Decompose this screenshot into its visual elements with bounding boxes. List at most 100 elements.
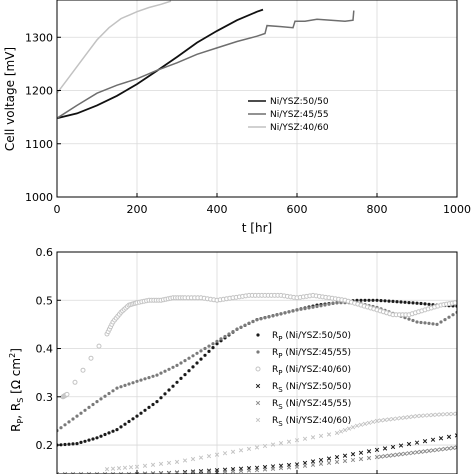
marker-5-4-1 [262,443,268,449]
legend-swatch-5 [255,417,261,423]
marker-0-1-4 [91,437,95,441]
marker-4-12 [454,445,457,450]
resistance-y-label-close: ] [9,348,23,353]
marker-4-4-1 [222,469,228,474]
marker-4-0-0 [57,471,60,474]
legend-swatch-4 [255,400,261,406]
marker-4-6-0 [294,464,300,469]
legend-label-rest-4: (Ni/YSZ:45/55) [283,399,352,409]
marker-0-4-0 [135,414,139,418]
marker-1-2-3 [107,391,111,396]
marker-3-7-1 [422,439,428,444]
marker-1-19-3 [447,315,451,319]
resistance-grid [57,252,457,474]
marker-3-6-0 [374,447,380,453]
marker-1-2-4 [111,389,115,393]
marker-5-7-1 [358,422,364,427]
marker-4-9-4 [410,450,416,455]
y-tick-label-2: 1200 [25,85,53,98]
marker-5-6-0 [334,430,340,436]
cell-voltage-grid [57,0,457,197]
legend-label-main-3: R [272,382,278,392]
marker-1-9-3 [247,321,251,325]
marker-1-7-2 [203,346,207,351]
marker-0-8-0 [215,342,219,346]
marker-0-7-1 [199,357,203,361]
marker-1-19-2 [443,318,447,322]
legend-label-rest-2: (Ni/YSZ:40/60) [283,365,352,375]
marker-0-15-4 [371,298,375,302]
marker-0-6-4 [191,365,195,369]
marker-2-27 [452,300,457,306]
marker-4-3-0 [174,470,180,474]
marker-5-11-2 [442,412,448,417]
marker-0-16-2 [383,299,387,303]
marker-1-8-2 [223,334,227,339]
marker-5-8-2 [382,417,388,423]
marker-3-5-4 [366,449,372,454]
marker-4-5-0 [254,467,260,473]
marker-0-15-0 [355,298,359,302]
marker-1-4-2 [143,377,147,381]
marker-4-0-3 [78,471,84,474]
y-tick-label-3: 0.5 [36,294,54,307]
marker-3-7-0 [414,440,420,445]
marker-5-6-4 [350,425,356,430]
marker-1-6-1 [179,361,183,365]
legend-label-sub-4: S [278,403,283,411]
legend-label-sub-3: S [278,386,283,394]
series-line-0 [57,8,264,120]
marker-1-0-3 [67,420,71,424]
legend-label-rest-5: (Ni/YSZ:40/60) [283,416,352,426]
marker-1-7-0 [195,351,199,355]
marker-5-0-0 [104,467,110,472]
marker-0-6-0 [175,380,179,384]
marker-5-9-4 [410,414,416,419]
cell-voltage-series-group [57,0,355,120]
marker-1-17-3 [407,317,411,321]
resistance-y-axis-label: RP, RS [Ω cm2] [8,348,25,432]
resistance-series-group [57,292,457,474]
marker-0-3-1 [119,425,123,429]
x-tick-label-2: 400 [207,203,228,216]
marker-1-12-4 [311,305,315,309]
marker-4-10-0 [414,450,420,455]
marker-5-11-4 [450,411,456,417]
marker-5-10-4 [430,412,436,418]
marker-5-3-2 [230,449,236,454]
marker-5-5-1 [302,436,308,441]
marker-3-1-4 [206,468,212,473]
marker-4-7-2 [350,457,356,463]
marker-4-9-3 [406,451,412,456]
marker-4-8-0 [374,454,380,460]
marker-5-12 [454,411,457,416]
marker-3-1-1 [182,469,188,474]
marker-0-16-0 [375,298,379,302]
marker-4-10-2 [422,449,428,454]
marker-0-18-0 [415,301,419,305]
marker-2-1-0 [64,391,70,397]
marker-0-18-3 [427,302,431,306]
marker-4-2-4 [166,471,172,474]
marker-0-6-1 [179,376,183,380]
resistance-y-label-r1: R [9,424,23,432]
marker-4-8-2 [382,453,388,459]
marker-5-4-0 [254,445,260,450]
resistance-y-label-sub-s: S [16,398,25,403]
legend-label-1: Ni/YSZ:45/55 [270,110,329,120]
marker-0-3-4 [131,417,135,421]
marker-4-0-4 [86,471,92,474]
y-tick-label-4: 0.6 [36,246,54,259]
marker-1-1-4 [91,402,95,407]
legend-label-rest-1: (Ni/YSZ:45/55) [283,348,352,358]
marker-4-0-2 [70,471,76,474]
marker-4-7-3 [358,456,364,462]
marker-3-5-0 [334,454,340,460]
marker-1-14-0 [335,301,339,305]
marker-3-4-3 [318,457,324,463]
marker-0-2-0 [95,436,99,440]
marker-0-1-3 [87,438,91,442]
cell-voltage-y-axis-label: Cell voltage [mV] [3,47,17,151]
